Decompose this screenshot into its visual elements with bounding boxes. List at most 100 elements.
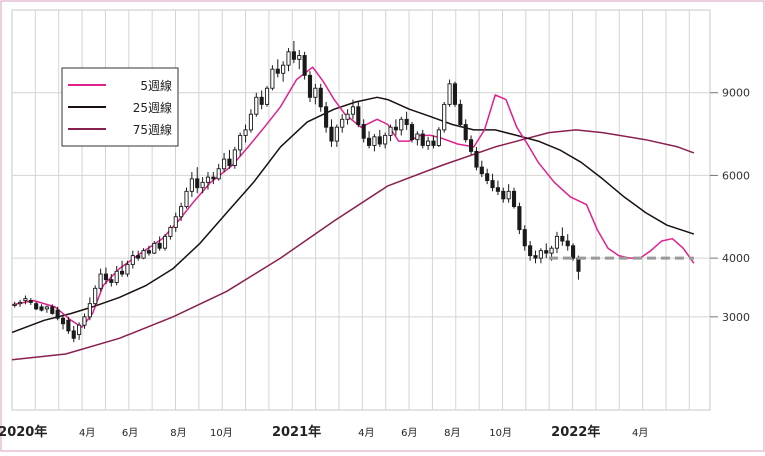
candle-body xyxy=(334,126,339,142)
candle-body xyxy=(409,124,415,141)
x-tick-label: 8月 xyxy=(170,427,186,439)
candle-body xyxy=(345,113,350,120)
candle-body xyxy=(248,113,253,131)
candle-body xyxy=(28,300,33,303)
candle-body xyxy=(227,158,232,166)
candle-body xyxy=(415,133,420,141)
x-tick-label: 2022年 xyxy=(551,424,600,440)
candle-body xyxy=(511,190,517,208)
candle-body xyxy=(324,106,329,128)
candle-body xyxy=(528,245,533,257)
candle-body xyxy=(571,245,576,259)
candle-body xyxy=(307,74,313,98)
candle-body xyxy=(98,273,103,289)
x-tick-label: 10月 xyxy=(489,427,512,439)
x-tick-label: 10月 xyxy=(210,427,233,439)
candle-body xyxy=(501,190,506,200)
candle-body xyxy=(60,317,66,325)
candle-body xyxy=(77,324,82,336)
candle-body xyxy=(372,136,377,146)
candle-body xyxy=(125,263,130,275)
candle-body xyxy=(103,273,109,281)
candle-body xyxy=(318,87,323,108)
candle-body xyxy=(554,235,560,249)
candle-body xyxy=(297,55,302,60)
candle-body xyxy=(506,190,511,200)
candle-body xyxy=(109,279,114,283)
x-tick-label: 6月 xyxy=(401,427,417,439)
candle-body xyxy=(259,96,264,105)
candle-body xyxy=(377,136,382,145)
candle-body xyxy=(12,303,17,306)
candle-body xyxy=(205,176,211,183)
legend: 5週線 25週線 75週線 xyxy=(61,67,179,147)
candle-body xyxy=(490,180,495,189)
candle-body xyxy=(184,190,189,208)
candle-body xyxy=(281,64,286,74)
candle-body xyxy=(17,301,23,305)
candle-body xyxy=(66,319,71,332)
candle-body xyxy=(55,309,60,319)
candle-body xyxy=(238,134,243,151)
candle-body xyxy=(216,168,221,180)
y-tick-label: 6000 xyxy=(722,169,750,182)
candle-body xyxy=(538,250,543,259)
candle-body xyxy=(522,229,527,247)
candle-body xyxy=(313,87,318,98)
candles xyxy=(12,40,581,343)
candle-body xyxy=(388,126,393,136)
candle-body xyxy=(195,178,200,189)
candle-body xyxy=(50,306,55,314)
candle-body xyxy=(44,306,49,310)
candle-body xyxy=(291,51,296,60)
series-line-75週線 xyxy=(11,129,695,361)
candle-body xyxy=(452,83,458,105)
series-line-5週線 xyxy=(11,66,695,329)
candle-body xyxy=(173,216,178,228)
candle-body xyxy=(264,87,270,105)
candle-body xyxy=(23,298,28,301)
candle-body xyxy=(576,257,581,272)
x-tick-label: 4月 xyxy=(358,427,374,439)
candle-body xyxy=(469,139,474,152)
x-tick-label: 4月 xyxy=(632,427,648,439)
candle-body xyxy=(141,250,146,259)
candle-body xyxy=(431,140,436,146)
candle-body xyxy=(356,106,361,125)
y-tick-label: 4000 xyxy=(722,252,750,265)
candle-body xyxy=(200,181,205,189)
candle-body xyxy=(361,124,366,139)
candle-body xyxy=(426,140,431,146)
candle-body xyxy=(254,96,259,115)
candle-body xyxy=(393,126,398,131)
candle-body xyxy=(152,242,157,254)
candle-body xyxy=(436,129,441,146)
candle-body xyxy=(120,270,125,275)
candle-body xyxy=(189,178,194,192)
x-tick-label: 4月 xyxy=(79,427,95,439)
y-tick-label: 3000 xyxy=(722,311,750,324)
candle-body xyxy=(114,270,119,283)
candle-body xyxy=(286,51,291,66)
x-tick-label: 2021年 xyxy=(272,424,321,440)
candle-body xyxy=(350,106,356,115)
y-tick-label: 9000 xyxy=(722,87,750,100)
candle-body xyxy=(479,166,484,175)
candle-body xyxy=(275,68,280,74)
candle-body xyxy=(87,303,92,318)
candle-body xyxy=(82,316,87,326)
candle-body xyxy=(560,235,565,242)
candle-body xyxy=(222,158,227,170)
candle-body xyxy=(533,255,538,259)
legend-label: 5週線 xyxy=(140,78,172,93)
candle-body xyxy=(517,206,522,231)
candle-body xyxy=(39,306,44,311)
x-tick-label: 2020年 xyxy=(0,424,47,440)
candle-body xyxy=(93,287,98,305)
candle-body xyxy=(302,55,307,76)
candle-body xyxy=(329,126,334,142)
legend-label: 75週線 xyxy=(133,122,172,137)
candle-body xyxy=(232,149,237,166)
